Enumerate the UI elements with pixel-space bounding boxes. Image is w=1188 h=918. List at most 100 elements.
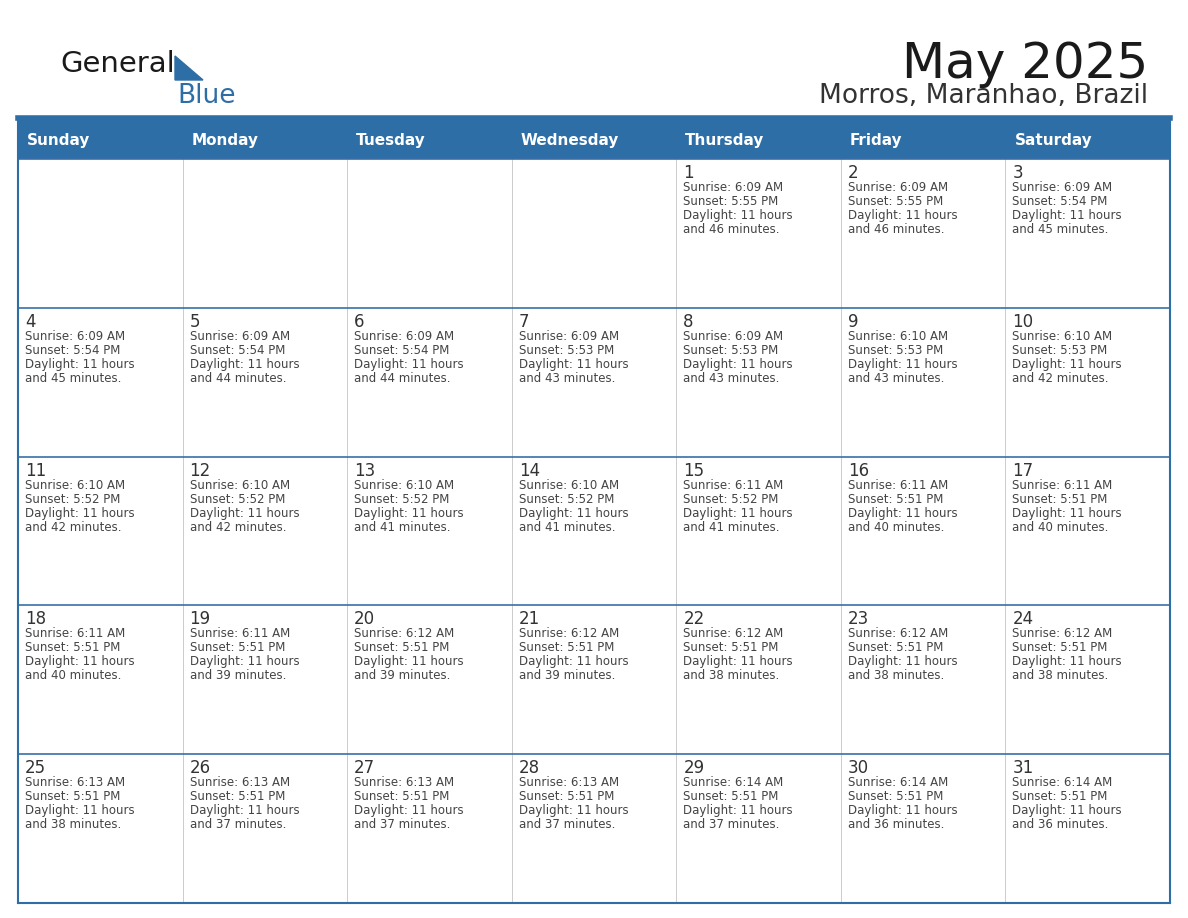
Text: Daylight: 11 hours: Daylight: 11 hours (519, 804, 628, 817)
Text: Daylight: 11 hours: Daylight: 11 hours (848, 507, 958, 520)
Text: and 42 minutes.: and 42 minutes. (25, 521, 121, 533)
Text: Daylight: 11 hours: Daylight: 11 hours (683, 507, 792, 520)
Text: Sunset: 5:55 PM: Sunset: 5:55 PM (848, 195, 943, 208)
Text: Sunrise: 6:10 AM: Sunrise: 6:10 AM (519, 478, 619, 492)
Bar (512, 159, 676, 308)
Text: Sunrise: 6:13 AM: Sunrise: 6:13 AM (190, 777, 290, 789)
Text: 28: 28 (519, 759, 539, 778)
Text: 29: 29 (683, 759, 704, 778)
Text: Sunset: 5:51 PM: Sunset: 5:51 PM (683, 642, 778, 655)
Text: 8: 8 (683, 313, 694, 330)
Text: Sunset: 5:51 PM: Sunset: 5:51 PM (683, 790, 778, 803)
Text: Sunday: Sunday (27, 132, 90, 148)
Text: Daylight: 11 hours: Daylight: 11 hours (190, 804, 299, 817)
Text: Sunrise: 6:11 AM: Sunrise: 6:11 AM (190, 627, 290, 641)
Text: Sunset: 5:51 PM: Sunset: 5:51 PM (25, 642, 120, 655)
Text: and 43 minutes.: and 43 minutes. (519, 372, 615, 385)
Text: Daylight: 11 hours: Daylight: 11 hours (683, 655, 792, 668)
Text: Friday: Friday (849, 132, 903, 148)
Text: Sunset: 5:52 PM: Sunset: 5:52 PM (683, 493, 778, 506)
Text: Daylight: 11 hours: Daylight: 11 hours (683, 804, 792, 817)
Bar (676, 605, 841, 755)
Text: Sunset: 5:51 PM: Sunset: 5:51 PM (848, 493, 943, 506)
Text: Daylight: 11 hours: Daylight: 11 hours (519, 655, 628, 668)
Text: and 38 minutes.: and 38 minutes. (848, 669, 944, 682)
Text: Blue: Blue (177, 83, 235, 109)
Text: May 2025: May 2025 (902, 40, 1148, 88)
Text: and 40 minutes.: and 40 minutes. (1012, 521, 1108, 533)
Polygon shape (175, 56, 203, 80)
Bar (512, 605, 676, 755)
Text: Monday: Monday (191, 132, 259, 148)
Text: Sunrise: 6:10 AM: Sunrise: 6:10 AM (848, 330, 948, 342)
Text: Daylight: 11 hours: Daylight: 11 hours (1012, 209, 1121, 222)
Text: and 46 minutes.: and 46 minutes. (848, 223, 944, 236)
Text: Daylight: 11 hours: Daylight: 11 hours (519, 507, 628, 520)
Text: Sunrise: 6:11 AM: Sunrise: 6:11 AM (683, 478, 784, 492)
Text: Sunrise: 6:10 AM: Sunrise: 6:10 AM (190, 478, 290, 492)
Text: Sunrise: 6:09 AM: Sunrise: 6:09 AM (519, 330, 619, 342)
Text: 22: 22 (683, 610, 704, 629)
Text: 6: 6 (354, 313, 365, 330)
Bar (183, 159, 347, 308)
Text: 12: 12 (190, 462, 210, 479)
Text: and 38 minutes.: and 38 minutes. (683, 669, 779, 682)
Text: 9: 9 (848, 313, 859, 330)
Text: and 46 minutes.: and 46 minutes. (683, 223, 779, 236)
Text: Sunset: 5:51 PM: Sunset: 5:51 PM (848, 642, 943, 655)
Text: Daylight: 11 hours: Daylight: 11 hours (190, 358, 299, 371)
Text: Sunset: 5:51 PM: Sunset: 5:51 PM (25, 790, 120, 803)
Text: 27: 27 (354, 759, 375, 778)
Text: 2: 2 (848, 164, 859, 182)
Text: and 43 minutes.: and 43 minutes. (848, 372, 944, 385)
Text: Sunrise: 6:11 AM: Sunrise: 6:11 AM (1012, 478, 1113, 492)
Bar (18, 456, 183, 605)
Text: 1: 1 (683, 164, 694, 182)
Bar (347, 159, 512, 308)
Text: Sunrise: 6:09 AM: Sunrise: 6:09 AM (683, 181, 783, 194)
Text: Daylight: 11 hours: Daylight: 11 hours (1012, 804, 1121, 817)
Text: and 39 minutes.: and 39 minutes. (190, 669, 286, 682)
Text: and 37 minutes.: and 37 minutes. (519, 818, 615, 831)
Text: Daylight: 11 hours: Daylight: 11 hours (519, 358, 628, 371)
Bar (1005, 605, 1170, 755)
Bar (676, 308, 841, 456)
Text: Sunset: 5:54 PM: Sunset: 5:54 PM (354, 344, 449, 357)
Text: Daylight: 11 hours: Daylight: 11 hours (848, 358, 958, 371)
Text: Sunrise: 6:12 AM: Sunrise: 6:12 AM (354, 627, 454, 641)
Bar (1005, 159, 1170, 308)
Text: Daylight: 11 hours: Daylight: 11 hours (848, 655, 958, 668)
Bar (1005, 456, 1170, 605)
Text: and 36 minutes.: and 36 minutes. (1012, 818, 1108, 831)
Bar (183, 308, 347, 456)
Text: Morros, Maranhao, Brazil: Morros, Maranhao, Brazil (819, 83, 1148, 109)
Text: Daylight: 11 hours: Daylight: 11 hours (25, 358, 134, 371)
Text: Sunset: 5:51 PM: Sunset: 5:51 PM (354, 642, 449, 655)
Text: Sunrise: 6:09 AM: Sunrise: 6:09 AM (848, 181, 948, 194)
Text: and 37 minutes.: and 37 minutes. (683, 818, 779, 831)
Text: Sunrise: 6:11 AM: Sunrise: 6:11 AM (848, 478, 948, 492)
Bar (18, 159, 183, 308)
Text: Daylight: 11 hours: Daylight: 11 hours (25, 655, 134, 668)
Text: Sunset: 5:51 PM: Sunset: 5:51 PM (1012, 790, 1107, 803)
Text: and 41 minutes.: and 41 minutes. (683, 521, 779, 533)
Bar (841, 159, 1005, 308)
Text: 3: 3 (1012, 164, 1023, 182)
Text: and 37 minutes.: and 37 minutes. (190, 818, 286, 831)
Text: Daylight: 11 hours: Daylight: 11 hours (354, 507, 463, 520)
Text: Wednesday: Wednesday (520, 132, 619, 148)
Text: Sunset: 5:54 PM: Sunset: 5:54 PM (190, 344, 285, 357)
Text: Sunset: 5:54 PM: Sunset: 5:54 PM (25, 344, 120, 357)
Bar (347, 605, 512, 755)
Text: and 39 minutes.: and 39 minutes. (519, 669, 615, 682)
Text: 30: 30 (848, 759, 868, 778)
Text: Sunset: 5:52 PM: Sunset: 5:52 PM (25, 493, 120, 506)
Text: and 38 minutes.: and 38 minutes. (25, 818, 121, 831)
Text: Sunrise: 6:12 AM: Sunrise: 6:12 AM (848, 627, 948, 641)
Text: Sunset: 5:51 PM: Sunset: 5:51 PM (190, 790, 285, 803)
Text: Daylight: 11 hours: Daylight: 11 hours (190, 507, 299, 520)
Text: Sunset: 5:51 PM: Sunset: 5:51 PM (354, 790, 449, 803)
Text: Sunset: 5:52 PM: Sunset: 5:52 PM (190, 493, 285, 506)
Text: Sunrise: 6:09 AM: Sunrise: 6:09 AM (1012, 181, 1112, 194)
Text: and 45 minutes.: and 45 minutes. (1012, 223, 1108, 236)
